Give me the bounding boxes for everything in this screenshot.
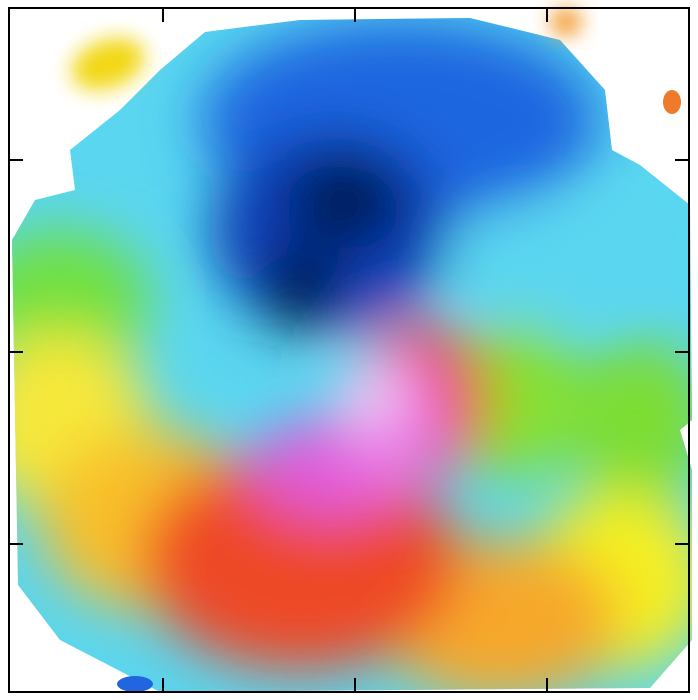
frame [8, 7, 690, 693]
spots [71, 8, 681, 692]
